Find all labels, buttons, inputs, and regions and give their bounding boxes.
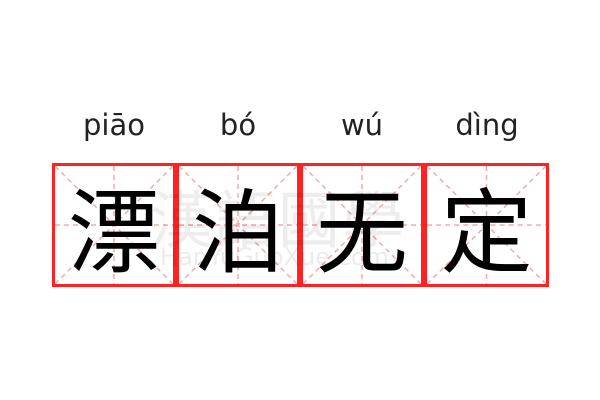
hanzi: 定	[440, 179, 533, 287]
watermark-logo: 漢語國學	[150, 184, 407, 257]
grid-guides	[303, 166, 421, 284]
hanzi: 无	[315, 179, 408, 287]
hanzi: 漂	[67, 179, 160, 287]
hanzi: 泊	[191, 179, 284, 287]
grid-cell: 定	[424, 163, 549, 287]
pinyin-0: piāo	[83, 108, 145, 142]
grid-guides	[427, 166, 546, 284]
character-grid: 漂 泊 无 定	[52, 163, 549, 287]
grid-cell: 泊	[176, 163, 300, 287]
grid-guides	[179, 166, 297, 284]
pinyin-2: wú	[340, 108, 384, 142]
pinyin-1: bó	[219, 108, 257, 142]
pinyin-3: dìng	[455, 108, 519, 142]
grid-cell: 漂	[52, 163, 176, 287]
grid-cell: 无	[300, 163, 424, 287]
watermark-url: HanYuGuoXue.com	[160, 243, 389, 271]
grid-guides	[55, 166, 173, 284]
